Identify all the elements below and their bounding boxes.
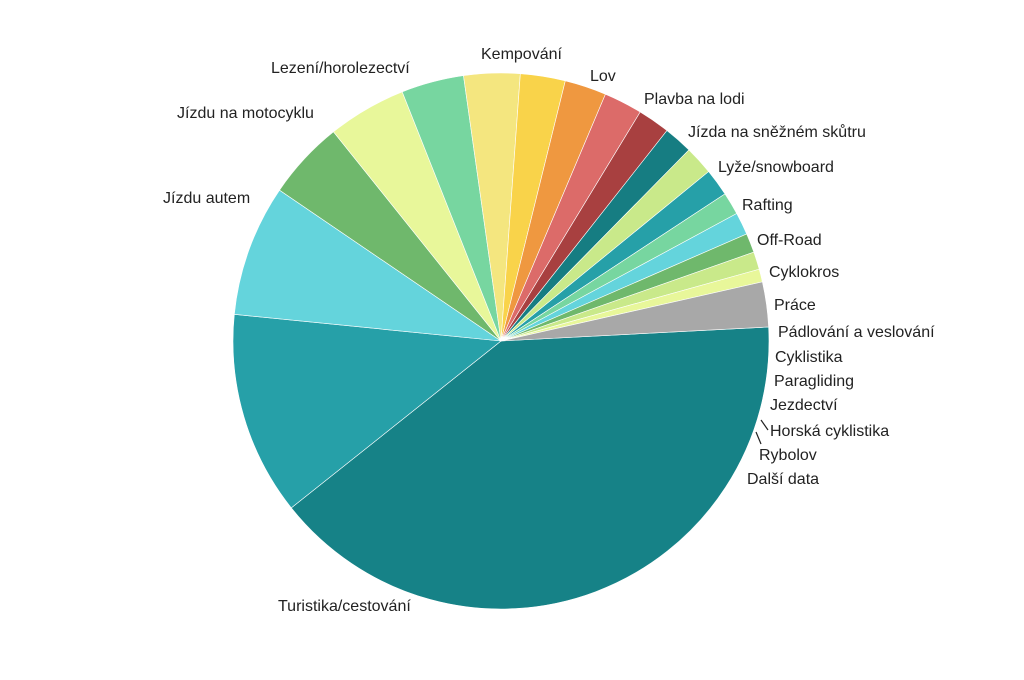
leader-line-horska-cyklistika — [760, 419, 769, 431]
pie-labels: Turistika/cestování Jízdu autem Jízdu na m… — [163, 46, 935, 615]
pie-label-lezeni-horolezectvi: Lezení/horolezectví — [271, 60, 410, 77]
pie-label-kempovani: Kempování — [481, 46, 562, 63]
pie-label-rafting: Rafting — [742, 197, 793, 214]
pie-label-off-road: Off-Road — [757, 232, 822, 249]
pie-label-jizda-na-sneznem-skutru: Jízda na sněžném skůtru — [688, 123, 866, 141]
pie-label-dalsi-data: Další data — [747, 471, 819, 488]
pie-label-padlovani-a-veslovani: Pádlování a veslování — [778, 324, 935, 341]
pie-leader-lines — [755, 419, 769, 445]
pie-label-lov: Lov — [590, 68, 616, 85]
pie-label-jizdu-autem: Jízdu autem — [163, 190, 250, 207]
pie-label-horska-cyklistika: Horská cyklistika — [770, 423, 889, 440]
pie-label-jizdu-na-motocyklu: Jízdu na motocyklu — [177, 105, 314, 122]
pie-label-cyklokros: Cyklokros — [769, 264, 839, 281]
leader-line-rybolov — [755, 431, 762, 445]
pie-slice-dalsi-data — [500, 281, 769, 342]
pie-label-rybolov: Rybolov — [759, 447, 817, 464]
pie-label-jezdectvi: Jezdectví — [770, 397, 838, 414]
pie-slices — [232, 72, 770, 610]
pie-label-cyklistika: Cyklistika — [775, 349, 843, 366]
pie-label-plavba-na-lodi: Plavba na lodi — [644, 91, 745, 108]
pie-slice-jizdu-na-motocyklu — [234, 189, 502, 342]
pie-label-turistika-cestovani: Turistika/cestování — [278, 598, 411, 615]
pie-label-lyze-snowboard: Lyže/snowboard — [718, 159, 834, 176]
pie-label-prace: Práce — [774, 297, 816, 314]
pie-slice-turistika-cestovani — [290, 326, 770, 610]
pie-slice-jizdu-autem — [232, 314, 502, 509]
pie-label-paragliding: Paragliding — [774, 373, 854, 390]
